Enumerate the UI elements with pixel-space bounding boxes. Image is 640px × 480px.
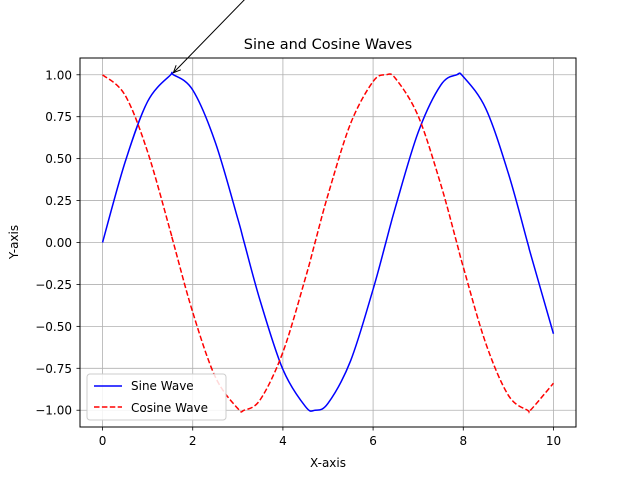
cosine-wave-line xyxy=(102,73,555,414)
legend-label-sine: Sine Wave xyxy=(131,379,194,393)
y-axis-title: Y-axis xyxy=(7,225,21,260)
x-axis-title: X-axis xyxy=(310,456,346,470)
annotation-layer xyxy=(172,0,245,74)
x-tick-label: 8 xyxy=(459,434,467,448)
x-tick-label: 4 xyxy=(279,434,287,448)
grid xyxy=(80,58,576,427)
series-layer xyxy=(101,71,555,414)
legend-label-cosine: Cosine Wave xyxy=(131,401,208,415)
y-tick-label: 0.25 xyxy=(45,194,72,208)
x-tick-label: 0 xyxy=(99,434,107,448)
y-tick-label: −0.75 xyxy=(35,362,72,376)
y-tick-label: 0.50 xyxy=(45,152,72,166)
sine-wave-line xyxy=(101,71,555,412)
y-tick-label: 0.75 xyxy=(45,110,72,124)
chart-title: Sine and Cosine Waves xyxy=(244,37,413,53)
y-tick-label: −1.00 xyxy=(35,404,72,418)
x-tick-label: 2 xyxy=(189,434,197,448)
y-tick-label: −0.25 xyxy=(35,278,72,292)
x-tick-label: 10 xyxy=(546,434,561,448)
legend: Sine Wave Cosine Wave xyxy=(86,373,227,421)
y-tick-label: −0.50 xyxy=(35,320,72,334)
y-tick-label: 1.00 xyxy=(45,68,72,82)
x-tick-label: 6 xyxy=(369,434,377,448)
annotation-arrow-shaft xyxy=(173,0,245,74)
axis-ticks: 0 2 4 6 8 10 −1.00 −0.75 −0.50 −0.25 0.00 0.25 0.50 0… xyxy=(35,68,561,448)
y-tick-label: 0.00 xyxy=(45,236,72,250)
annotation-arrow-head xyxy=(172,65,181,74)
